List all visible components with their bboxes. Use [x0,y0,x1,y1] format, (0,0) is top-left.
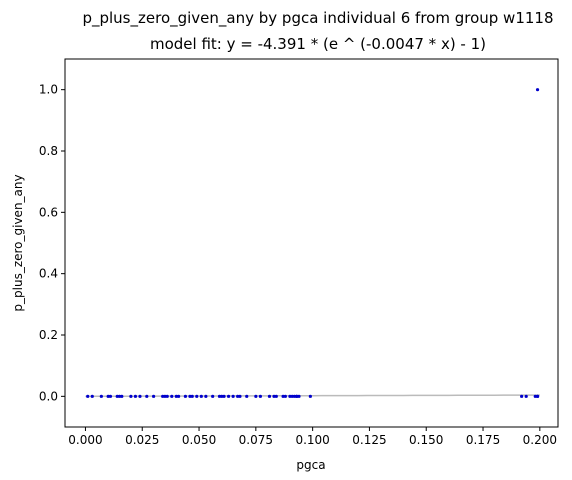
data-point [204,394,208,398]
data-point [188,394,192,398]
data-point [254,394,258,398]
data-point [190,394,194,398]
y-axis-label: p_plus_zero_given_any [11,174,25,311]
x-tick-label: 0.025 [125,433,159,447]
data-point [199,394,203,398]
data-point [274,394,278,398]
data-point [226,394,231,398]
y-tick-label: 1.0 [39,83,58,97]
data-point [165,394,169,398]
data-point [533,394,537,398]
y-tick-label: 0.8 [39,144,58,158]
y-tick-label: 0.0 [39,389,58,403]
data-point [129,394,133,398]
data-point [90,394,94,398]
data-point [217,394,222,398]
data-point [258,394,262,398]
x-tick-label: 0.100 [295,433,329,447]
data-point [220,394,224,398]
data-point [176,394,181,398]
x-tick-label: 0.150 [409,433,443,447]
data-point [283,394,287,398]
data-point [183,394,188,398]
data-point [161,394,165,398]
x-axis-label: pgca [296,458,325,472]
chart-subtitle: model fit: y = -4.391 * (e ^ (-0.0047 * … [150,35,486,53]
data-point [267,394,272,398]
data-point [106,394,110,398]
data-point [133,394,138,398]
data-point [138,394,142,398]
data-point [281,394,285,398]
data-point [272,394,276,398]
data-point [211,394,215,398]
x-tick-label: 0.000 [68,433,102,447]
x-tick-label: 0.175 [466,433,500,447]
data-point [308,394,312,398]
data-point [292,394,297,398]
data-point [195,394,199,398]
data-point [295,394,299,398]
data-point [520,394,524,398]
data-point [170,394,174,398]
data-point [290,394,294,398]
data-point [524,394,528,398]
x-tick-label: 0.050 [182,433,216,447]
data-point [238,394,242,398]
x-axis-ticks: 0.000 0.025 0.050 0.075 0.100 0.125 0.150 0.175… [68,427,557,447]
data-point [117,394,122,398]
data-point [236,394,240,398]
y-tick-label: 0.4 [39,267,58,281]
chart-title: p_plus_zero_given_any by pgca individual… [82,9,553,28]
plot-area [64,58,559,428]
data-point [535,394,540,398]
data-point [99,394,103,398]
x-tick-label: 0.075 [239,433,273,447]
y-tick-label: 0.6 [39,205,58,219]
data-point [108,394,113,398]
data-point [535,88,540,92]
data-point [174,394,178,398]
data-point [245,394,249,398]
y-tick-label: 0.2 [39,328,58,342]
data-point [115,394,119,398]
data-point [163,394,167,398]
y-axis-ticks: 0.0 0.2 0.4 0.6 0.8 1.0 [39,83,65,403]
data-point [145,394,149,398]
data-point [120,394,124,398]
x-tick-label: 0.125 [352,433,386,447]
data-point [297,394,301,398]
data-points [86,88,540,398]
data-point [152,394,156,398]
data-point [222,394,226,398]
x-tick-label: 0.200 [523,433,557,447]
data-point [288,394,292,398]
data-point [231,394,235,398]
data-point [86,394,90,398]
